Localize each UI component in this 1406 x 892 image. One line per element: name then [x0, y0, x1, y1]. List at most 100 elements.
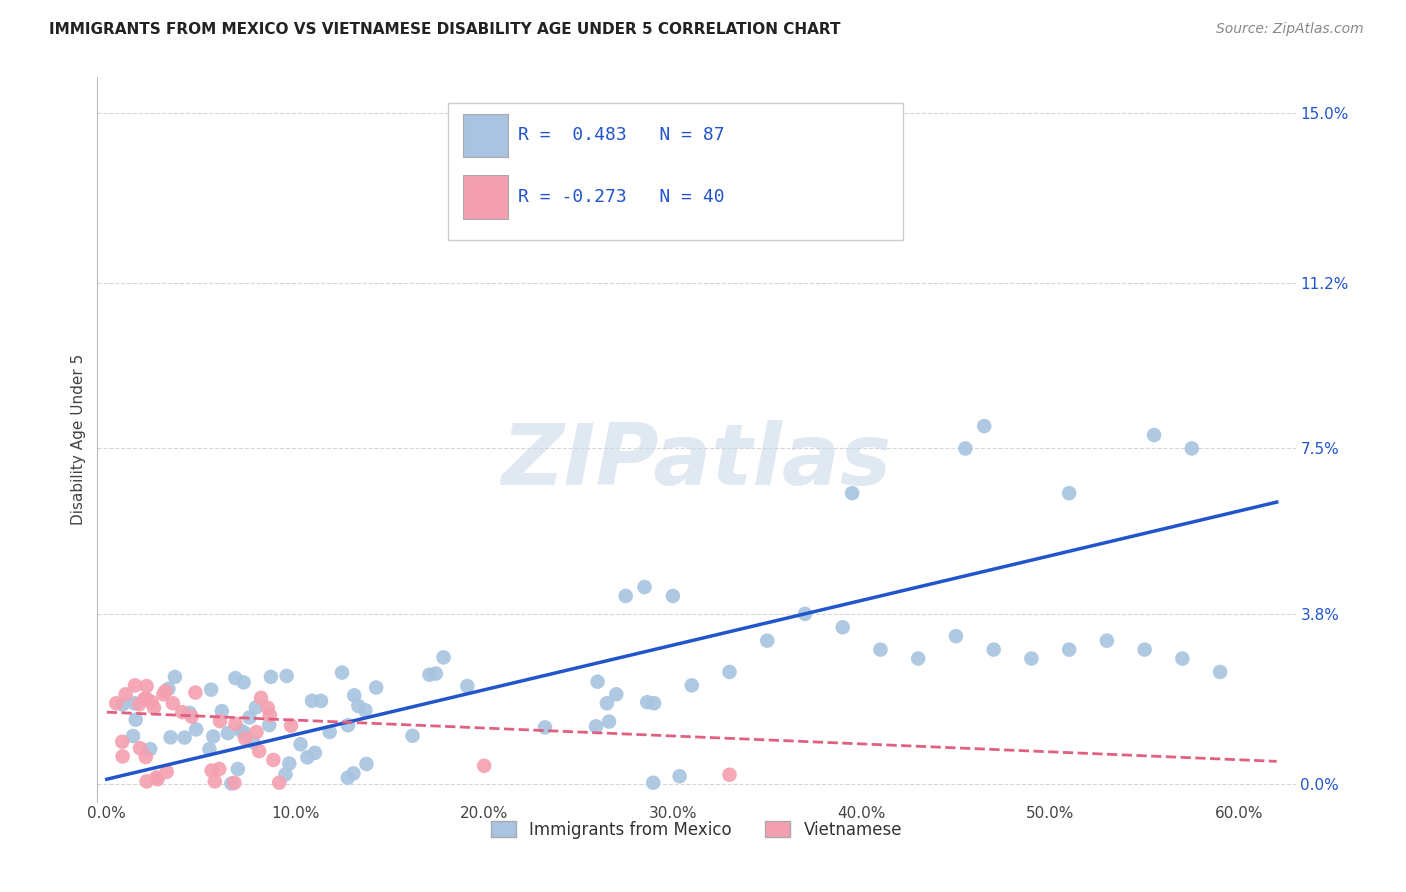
Point [401, 729, 423, 743]
Point [269, 775, 291, 789]
Point [105, 696, 128, 710]
Point [217, 726, 239, 740]
Point [122, 729, 145, 743]
Point [135, 774, 157, 789]
Point [432, 650, 454, 665]
Point [756, 633, 779, 648]
Point [201, 764, 224, 778]
Point [247, 744, 270, 758]
Point [250, 690, 273, 705]
Point [297, 750, 319, 764]
Point [343, 689, 366, 703]
Point [159, 731, 181, 745]
Point [208, 762, 231, 776]
Point [211, 704, 233, 718]
Point [135, 750, 157, 764]
Point [155, 684, 177, 698]
Point [145, 771, 167, 785]
Point [794, 607, 817, 621]
Point [162, 696, 184, 710]
Point [318, 725, 340, 739]
Point [775, 209, 797, 223]
Point [309, 694, 332, 708]
FancyBboxPatch shape [449, 103, 903, 240]
Point [232, 725, 254, 739]
Point [356, 756, 378, 771]
Point [330, 665, 353, 680]
Point [718, 665, 741, 679]
Point [202, 730, 225, 744]
Point [945, 629, 967, 643]
Point [456, 679, 478, 693]
Point [274, 767, 297, 781]
Point [156, 764, 179, 779]
Point [129, 741, 152, 756]
Point [336, 718, 359, 732]
Point [983, 642, 1005, 657]
Point [232, 675, 254, 690]
Point [278, 756, 301, 771]
Point [233, 731, 256, 746]
Point [1057, 486, 1080, 500]
Point [224, 671, 246, 685]
Point [245, 700, 267, 714]
Point [245, 725, 267, 739]
Point [276, 669, 298, 683]
Point [256, 701, 278, 715]
Point [803, 218, 825, 232]
Point [636, 695, 658, 709]
Point [262, 753, 284, 767]
Point [124, 713, 146, 727]
Point [114, 687, 136, 701]
Point [907, 651, 929, 665]
Point [204, 774, 226, 789]
Y-axis label: Disability Age Under 5: Disability Age Under 5 [72, 354, 86, 525]
Point [1021, 651, 1043, 665]
Legend: Immigrants from Mexico, Vietnamese: Immigrants from Mexico, Vietnamese [486, 816, 907, 844]
Point [128, 698, 150, 712]
Point [259, 708, 281, 723]
Point [135, 679, 157, 693]
Point [224, 776, 246, 790]
Point [1133, 642, 1156, 657]
Point [146, 772, 169, 787]
Text: Source: ZipAtlas.com: Source: ZipAtlas.com [1216, 22, 1364, 37]
Point [1209, 665, 1232, 679]
Text: R = -0.273   N = 40: R = -0.273 N = 40 [517, 188, 724, 206]
Point [472, 759, 495, 773]
Point [354, 703, 377, 717]
Point [1171, 651, 1194, 665]
Point [342, 766, 364, 780]
Point [198, 742, 221, 756]
Point [336, 771, 359, 785]
Point [226, 762, 249, 776]
Point [643, 776, 665, 790]
Point [135, 691, 157, 706]
Point [280, 718, 302, 732]
Point [180, 709, 202, 723]
FancyBboxPatch shape [463, 113, 509, 157]
Point [134, 691, 156, 706]
Point [1181, 442, 1204, 456]
Point [1057, 642, 1080, 657]
Point [633, 580, 655, 594]
Point [585, 719, 607, 733]
Point [662, 589, 685, 603]
Point [124, 696, 146, 710]
Point [290, 737, 312, 751]
Point [111, 735, 134, 749]
Point [260, 670, 283, 684]
Point [831, 620, 853, 634]
Text: R =  0.483   N = 87: R = 0.483 N = 87 [517, 127, 724, 145]
Point [111, 698, 134, 712]
Point [200, 682, 222, 697]
Point [139, 742, 162, 756]
Point [157, 681, 180, 696]
Point [668, 769, 690, 783]
FancyBboxPatch shape [463, 175, 509, 219]
Point [605, 687, 627, 701]
Point [224, 716, 246, 731]
Point [152, 687, 174, 701]
Point [238, 710, 260, 724]
Point [111, 749, 134, 764]
